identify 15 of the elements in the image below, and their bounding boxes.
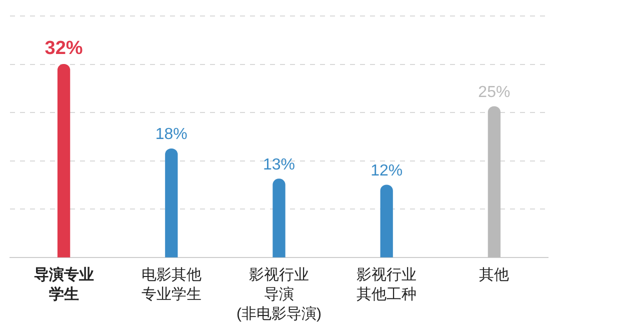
x-tick-label: 导演专业学生 — [34, 265, 94, 303]
bar — [165, 148, 178, 258]
bar — [380, 184, 393, 258]
x-tick-label: 影视行业导演(非电影导演) — [236, 266, 322, 322]
bar — [272, 178, 286, 258]
bar — [488, 106, 501, 258]
data-label: 25% — [478, 84, 510, 101]
x-tick-label: 影视行业其他工种 — [356, 266, 417, 303]
bar — [57, 64, 70, 258]
x-tick-label: 其他 — [479, 266, 510, 284]
data-label: 13% — [262, 156, 296, 174]
x-tick-label: 电影其他专业学生 — [141, 266, 202, 303]
data-label: 18% — [155, 126, 188, 144]
data-label: 32% — [44, 38, 83, 60]
data-label: 12% — [370, 162, 403, 180]
